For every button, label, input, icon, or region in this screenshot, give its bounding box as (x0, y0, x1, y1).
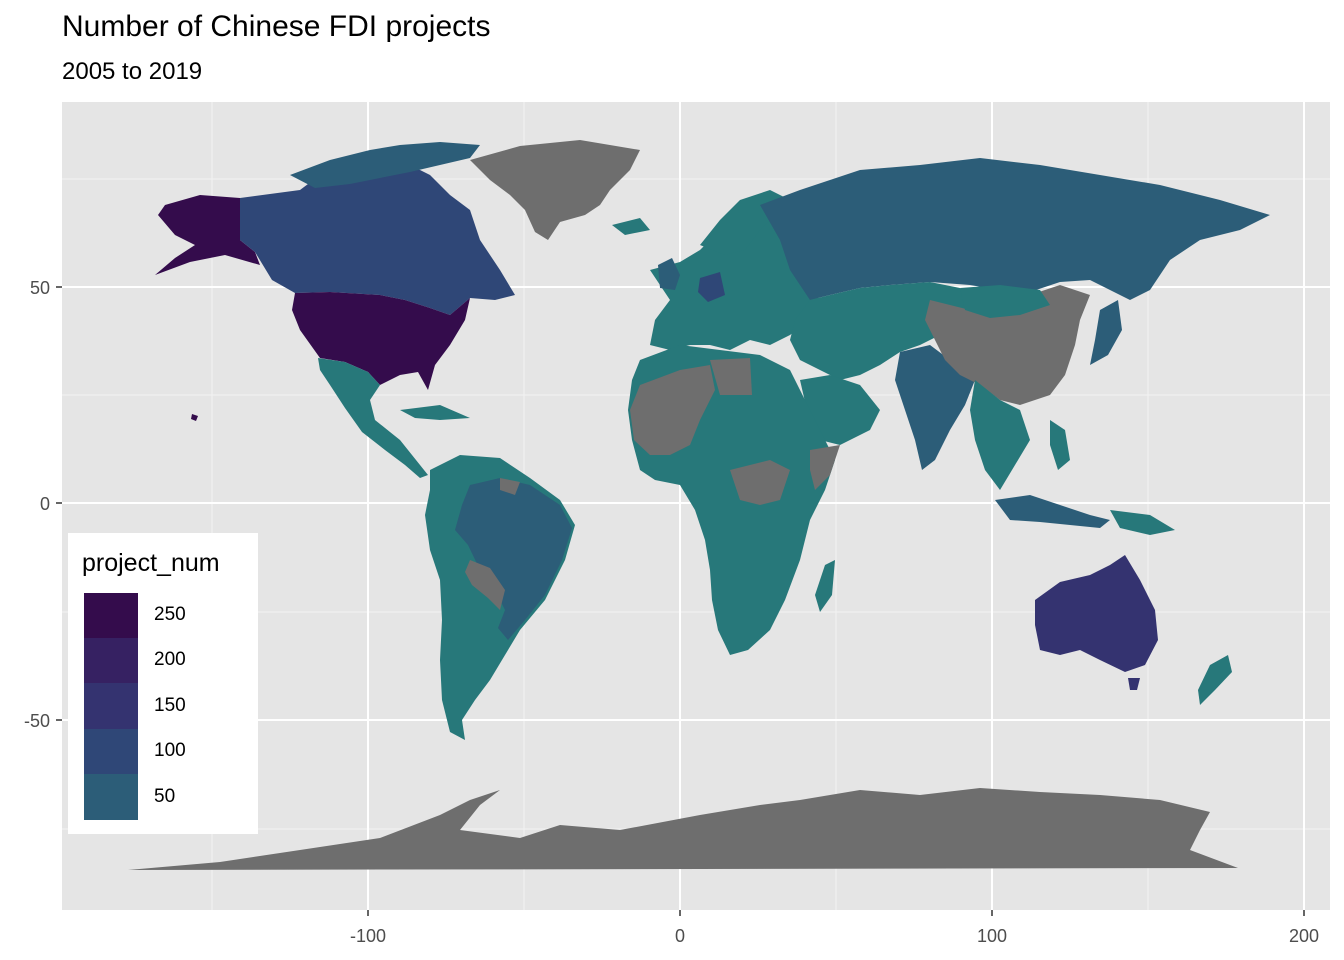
region-africa-nodata-central (730, 460, 790, 505)
region-usa (292, 292, 470, 390)
region-india (895, 345, 975, 470)
region-madagascar (815, 560, 835, 612)
y-tick-label: -50 (24, 711, 50, 731)
region-antarctica (128, 788, 1238, 870)
region-caribbean (400, 405, 470, 420)
region-tasmania (1128, 678, 1140, 690)
region-alaska (155, 195, 260, 275)
legend: project_num 250 200 150 100 50 (68, 533, 258, 834)
x-tick-label: 200 (1289, 926, 1319, 946)
legend-label-200: 200 (154, 649, 186, 670)
legend-key-50 (84, 774, 138, 820)
region-greenland (470, 140, 640, 240)
region-japan (1090, 300, 1122, 365)
region-hawaii (191, 414, 198, 421)
legend-key-200 (84, 638, 138, 684)
region-europe (650, 205, 820, 350)
axis-ticks (56, 286, 1305, 916)
x-tick-label: 0 (675, 926, 685, 946)
region-new-guinea (1110, 510, 1175, 535)
chart-title: Number of Chinese FDI projects (62, 10, 491, 43)
region-philippines (1050, 420, 1070, 470)
legend-key-100 (84, 729, 138, 775)
x-tick-label: -100 (350, 926, 386, 946)
y-tick-label: 50 (30, 278, 50, 298)
legend-key-250 (84, 593, 138, 639)
legend-label-250: 250 (154, 604, 186, 625)
region-brazil (455, 478, 572, 640)
y-tick-label: 0 (40, 494, 50, 514)
region-mexico (318, 358, 428, 478)
x-tick-label: 100 (977, 926, 1007, 946)
region-new-zealand (1198, 655, 1232, 705)
legend-label-150: 150 (154, 695, 186, 716)
region-iceland (612, 218, 650, 235)
region-china (925, 285, 1090, 405)
region-australia (1035, 555, 1158, 672)
region-indonesia (995, 495, 1110, 528)
region-somalia (810, 445, 840, 490)
region-central-asia (790, 282, 970, 380)
region-arabia (800, 375, 880, 445)
region-bolivia-paraguay (465, 560, 505, 610)
region-guianas (500, 478, 520, 495)
legend-key-150 (84, 683, 138, 729)
legend-title: project_num (82, 549, 220, 577)
region-canada (240, 160, 515, 315)
legend-label-100: 100 (154, 740, 186, 761)
region-mongolia (960, 285, 1050, 318)
region-libya (710, 358, 752, 395)
chart-subtitle: 2005 to 2019 (62, 58, 203, 85)
region-southeast-asia (970, 380, 1030, 490)
region-canada-islands (290, 142, 480, 188)
region-russia (760, 158, 1270, 300)
region-africa-nodata-west (630, 365, 715, 455)
region-germany (698, 272, 725, 302)
legend-label-50: 50 (154, 786, 176, 807)
region-uk (658, 258, 680, 290)
